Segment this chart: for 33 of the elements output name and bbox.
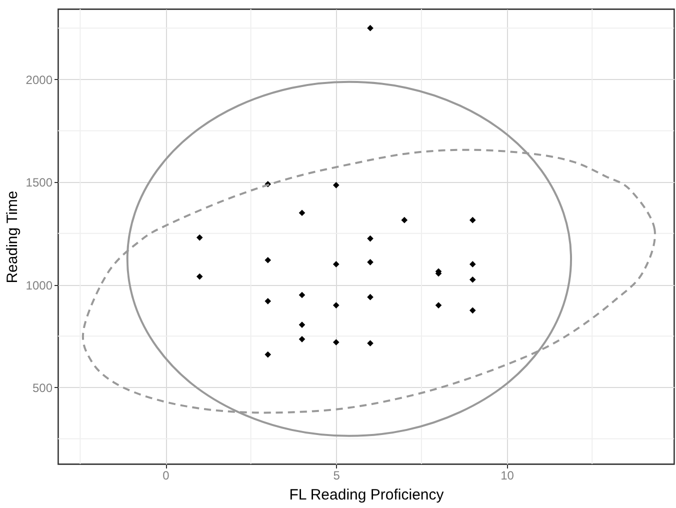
point [264, 298, 272, 304]
point [298, 322, 306, 328]
x-tick-label: 10 [500, 468, 514, 482]
point [332, 261, 340, 268]
point [469, 261, 476, 268]
point [298, 292, 306, 298]
point [401, 216, 408, 224]
point [435, 302, 442, 308]
point [332, 302, 340, 308]
y-tick-label: 500 [32, 380, 53, 395]
point [196, 234, 203, 241]
y-tick-label: 2000 [26, 72, 53, 87]
x-tick-label: 0 [162, 468, 170, 482]
point [196, 273, 203, 280]
y-axis-title: Reading Time [4, 190, 21, 284]
point [264, 351, 272, 358]
y-tick-label: 1000 [26, 278, 53, 292]
point [298, 336, 306, 342]
point [332, 339, 340, 346]
point [367, 235, 374, 242]
point [264, 256, 272, 264]
y-tick-label: 1500 [26, 176, 53, 190]
x-axis-title: FL Reading Proficiency [289, 486, 444, 504]
point [367, 259, 374, 266]
point [298, 210, 306, 216]
point [367, 294, 374, 300]
point [469, 307, 476, 314]
x-tick-label: 5 [333, 468, 340, 482]
point [469, 216, 476, 224]
point [469, 276, 476, 283]
point [332, 182, 340, 188]
point [367, 340, 374, 346]
point [367, 24, 374, 32]
